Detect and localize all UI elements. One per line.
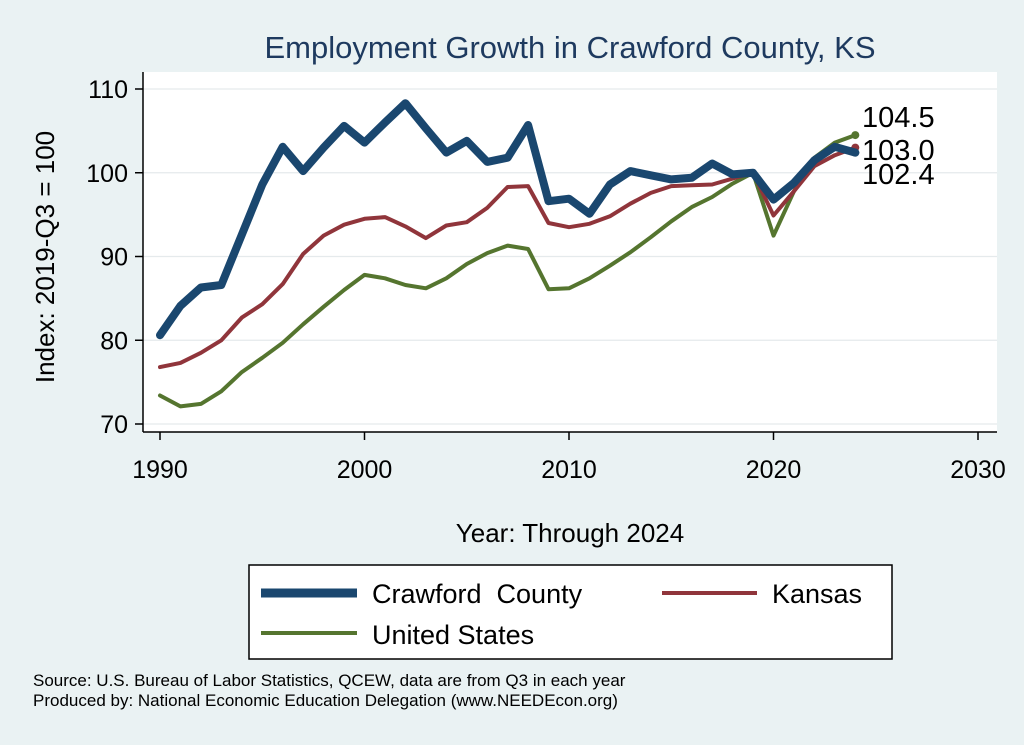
series-line-crawford [156, 99, 860, 340]
legend-label-us: United States [372, 620, 534, 650]
legend-label-kansas: Kansas [772, 579, 862, 609]
series-endpoint-us [851, 131, 860, 140]
x-tick-label-2000: 2000 [337, 456, 393, 484]
source-line: Source: U.S. Bureau of Labor Statistics,… [33, 671, 626, 690]
y-tick-label-70: 70 [100, 411, 128, 439]
series-line-us [158, 133, 858, 409]
producer-line: Produced by: National Economic Education… [33, 691, 618, 710]
y-tick-label-90: 90 [100, 244, 128, 272]
x-tick-label-1990: 1990 [132, 456, 188, 484]
end-label-crawford: 102.4 [862, 159, 935, 191]
y-tick-label-110: 110 [88, 76, 128, 104]
x-tick-label-2010: 2010 [541, 456, 597, 484]
y-tick-label-100: 100 [86, 160, 128, 188]
y-axis-ticks: 70 80 90 100 110 [86, 76, 143, 439]
legend: Crawford County Kansas United States [248, 564, 893, 660]
x-tick-label-2020: 2020 [746, 456, 802, 484]
x-tick-label-2030: 2030 [950, 456, 1006, 484]
series-layer [156, 99, 860, 409]
legend-box [248, 564, 893, 660]
legend-label-crawford: Crawford County [372, 579, 583, 609]
y-axis-label: Index: 2019-Q3 = 100 [30, 131, 60, 383]
source-note: Source: U.S. Bureau of Labor Statistics,… [33, 671, 625, 711]
x-axis-ticks: 1990 2000 2010 2020 2030 [132, 432, 1006, 484]
end-label-us: 104.5 [862, 102, 935, 134]
y-tick-label-80: 80 [100, 327, 128, 355]
chart-title: Employment Growth in Crawford County, KS [264, 30, 875, 65]
x-axis-label: Year: Through 2024 [456, 518, 684, 548]
series-endpoint-crawford [851, 148, 860, 157]
end-label-kansas: 103.0 [862, 135, 935, 167]
